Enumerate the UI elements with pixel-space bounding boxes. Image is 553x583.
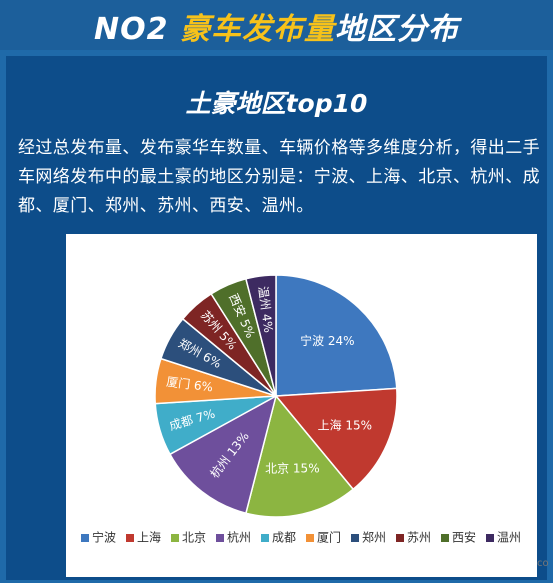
pie-slice-3 xyxy=(168,394,278,515)
watermark-text: co xyxy=(537,558,549,569)
section-title: 土豪地区top10 xyxy=(185,89,368,118)
slice-label-0: 宁波 24% xyxy=(300,333,355,348)
slice-label-1: 上海 15% xyxy=(318,417,373,432)
slice-label-2: 北京 15% xyxy=(265,462,320,476)
pie-slice-2 xyxy=(244,394,355,518)
legend-label-6: 郑州 xyxy=(362,530,386,545)
legend-swatch-4 xyxy=(261,534,269,542)
title-suffix: 地区分布 xyxy=(334,12,459,47)
legend-item-7: 苏州 xyxy=(396,531,431,545)
legend-label-3: 杭州 xyxy=(227,530,251,545)
legend-swatch-3 xyxy=(216,534,224,542)
header-bar xyxy=(0,0,553,50)
legend-label-4: 成都 xyxy=(272,531,296,545)
title-number: NO2 xyxy=(94,12,180,47)
pie-chart: 宁波 24%上海 15%北京 15%杭州 13%成都 7%厦门 6%郑州 6%苏… xyxy=(81,274,521,545)
title-highlight: 豪车发布量 xyxy=(179,12,335,47)
legend-swatch-1 xyxy=(126,534,134,542)
chart-container: 宁波 24% 上海 15% 北京 15% 杭州 13% 成都 7% 厦门 6% 郑州 6% 苏… xyxy=(66,234,537,577)
legend-item-0: 宁波 xyxy=(81,530,116,545)
legend-item-3: 杭州 xyxy=(216,530,251,545)
section-description: 经过总发布量、发布豪华车数量、车辆价格等多维度分析，得出二手车网络发布中的最土豪… xyxy=(18,138,540,216)
legend-item-1: 上海 xyxy=(126,530,161,545)
legend-swatch-2 xyxy=(171,534,179,542)
legend-item-5: 厦门 xyxy=(306,530,341,545)
slice-label-5: 厦门 6% xyxy=(166,374,214,395)
legend-swatch-5 xyxy=(306,534,314,542)
legend-item-2: 北京 xyxy=(171,531,206,545)
legend-swatch-0 xyxy=(81,534,89,542)
legend-swatch-6 xyxy=(351,534,359,542)
pie-slice-0 xyxy=(275,274,398,397)
legend-item-9: 温州 xyxy=(486,531,521,545)
pie-slice-1 xyxy=(274,387,398,491)
legend-label-5: 厦门 xyxy=(317,530,341,545)
legend-label-7: 苏州 xyxy=(407,531,431,545)
legend-label-8: 西安 xyxy=(452,530,476,545)
pie-slice-9 xyxy=(244,274,277,397)
legend-label-0: 宁波 xyxy=(92,530,116,545)
legend-label-2: 北京 xyxy=(182,531,206,545)
legend-swatch-8 xyxy=(441,534,449,542)
legend-item-6: 郑州 xyxy=(351,530,386,545)
page-title: NO2 豪车发布量地区分布 xyxy=(0,4,553,48)
legend-label-9: 温州 xyxy=(497,531,521,545)
legend-swatch-9 xyxy=(486,534,494,542)
legend-item-4: 成都 xyxy=(261,531,296,545)
slice-label-9: 温州 4% xyxy=(256,285,276,333)
legend-swatch-7 xyxy=(396,534,404,542)
legend-label-1: 上海 xyxy=(137,530,161,545)
legend-item-8: 西安 xyxy=(441,530,476,545)
